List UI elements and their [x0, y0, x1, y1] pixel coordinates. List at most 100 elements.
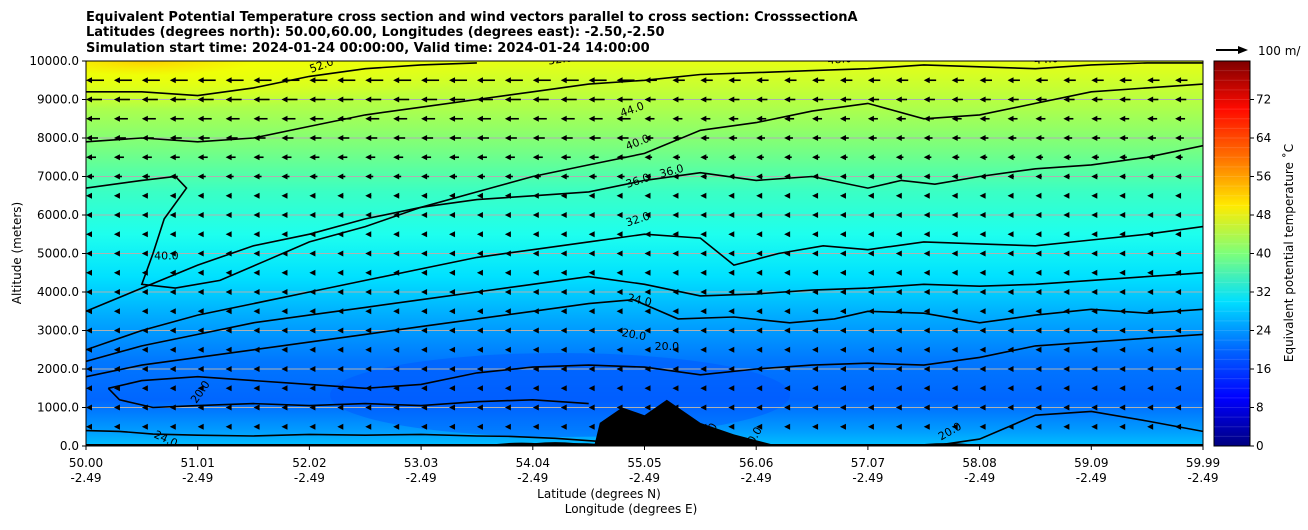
wind-vector: [1147, 327, 1154, 334]
wind-vector: [1147, 77, 1160, 84]
wind-vector: [1091, 115, 1102, 122]
wind-vector: [979, 212, 986, 218]
wind-vector: [867, 423, 874, 430]
wind-vector: [141, 212, 148, 218]
wind-vector: [672, 192, 679, 199]
wind-vector: [253, 115, 268, 122]
wind-vector: [113, 154, 124, 161]
wind-vector: [225, 77, 244, 84]
wind-vector: [504, 96, 521, 103]
wind-vector: [1091, 192, 1098, 199]
wind-vector: [281, 212, 288, 218]
wind-vector: [1147, 192, 1154, 199]
wind-vector: [476, 366, 483, 372]
wind-vector: [700, 289, 707, 295]
wind-vector: [756, 154, 764, 161]
wind-vector: [1119, 96, 1131, 103]
colorbar-ticks: 0 8 16 24 32 40 48 56 64 72: [1214, 70, 1271, 453]
wind-vector: [225, 423, 232, 430]
wind-vector: [113, 77, 132, 84]
wind-vector: [1007, 385, 1014, 392]
y-axis-label: Altitude (meters): [10, 202, 24, 304]
wind-vector: [867, 366, 874, 372]
wind-vector: [393, 154, 404, 161]
wind-vector: [895, 250, 902, 257]
wind-vector: [728, 346, 735, 353]
wind-vector: [532, 269, 539, 276]
wind-vector: [86, 385, 92, 392]
wind-vector: [309, 212, 316, 218]
wind-vector: [197, 115, 212, 122]
wind-vector: [365, 269, 372, 276]
wind-vector: [337, 192, 344, 199]
wind-vector: [839, 250, 846, 257]
wind-vector: [86, 250, 92, 257]
wind-vector: [1203, 385, 1209, 391]
wind-vector: [616, 192, 623, 199]
y-tick-label: 2000.0: [37, 362, 79, 376]
wind-vector: [393, 346, 400, 353]
x-tick-label-lat: 56.06: [739, 456, 773, 470]
x-axis: 50.00-2.4951.01-2.4952.02-2.4953.03-2.49…: [69, 446, 1220, 485]
vector-key-arrow-head: [1238, 46, 1248, 54]
wind-vector: [979, 115, 990, 122]
wind-vector: [504, 231, 511, 238]
wind-vector: [532, 327, 539, 334]
wind-vector: [1007, 308, 1014, 315]
wind-vector: [1035, 423, 1042, 430]
wind-vector: [197, 96, 214, 103]
wind-vector: [1119, 250, 1126, 257]
wind-vector: [895, 366, 902, 372]
wind-vector: [197, 289, 204, 295]
wind-vector: [476, 192, 483, 199]
x-tick-label-lat: 53.03: [404, 456, 438, 470]
x-tick-label-lat: 59.09: [1074, 456, 1108, 470]
vector-key-label: 100 m/: [1258, 44, 1301, 58]
wind-vector: [867, 385, 874, 392]
wind-vector: [1035, 404, 1042, 411]
wind-vector: [225, 250, 232, 257]
wind-vector: [141, 423, 148, 430]
wind-vector: [1007, 154, 1016, 161]
wind-vector: [365, 212, 372, 218]
wind-vector: [1063, 135, 1073, 141]
wind-vector: [365, 192, 372, 199]
wind-vector: [449, 96, 466, 103]
wind-vector: [86, 212, 92, 218]
wind-vector: [1007, 173, 1014, 180]
wind-vector: [86, 77, 104, 84]
wind-vector: [253, 173, 262, 180]
contour-lines: [86, 62, 1203, 446]
wind-vector: [141, 115, 156, 122]
wind-vector: [1063, 346, 1070, 353]
wind-vector: [812, 212, 819, 218]
wind-vector: [784, 96, 796, 103]
wind-vector: [784, 212, 791, 218]
wind-vector: [616, 115, 631, 122]
y-tick-label: 1000.0: [37, 401, 79, 415]
wind-vector: [253, 96, 270, 103]
y-tick-label: 4000.0: [37, 285, 79, 299]
x-tick-label-lat: 51.01: [181, 456, 215, 470]
wind-vector: [337, 404, 344, 411]
wind-vector: [169, 385, 176, 392]
wind-vector: [672, 385, 679, 392]
wind-vector: [365, 135, 378, 141]
wind-vector: [1147, 423, 1154, 430]
y-axis: 0.0 1000.0 2000.0 3000.0 4000.0 5000.0 6000.0 7…: [29, 54, 86, 453]
wind-vector: [1119, 77, 1132, 84]
wind-vector: [113, 327, 120, 334]
wind-vector: [113, 269, 120, 276]
wind-vector: [672, 115, 683, 122]
wind-vector: [923, 231, 930, 238]
wind-vector: [476, 212, 483, 218]
wind-vector: [113, 289, 120, 295]
wind-vector: [365, 115, 380, 122]
wind-vector: [923, 404, 930, 411]
wind-vector: [225, 327, 232, 334]
wind-vector: [700, 327, 707, 334]
wind-vector: [700, 346, 707, 353]
wind-vector: [337, 346, 344, 353]
wind-vector: [1091, 154, 1099, 161]
wind-vector: [1091, 250, 1098, 257]
